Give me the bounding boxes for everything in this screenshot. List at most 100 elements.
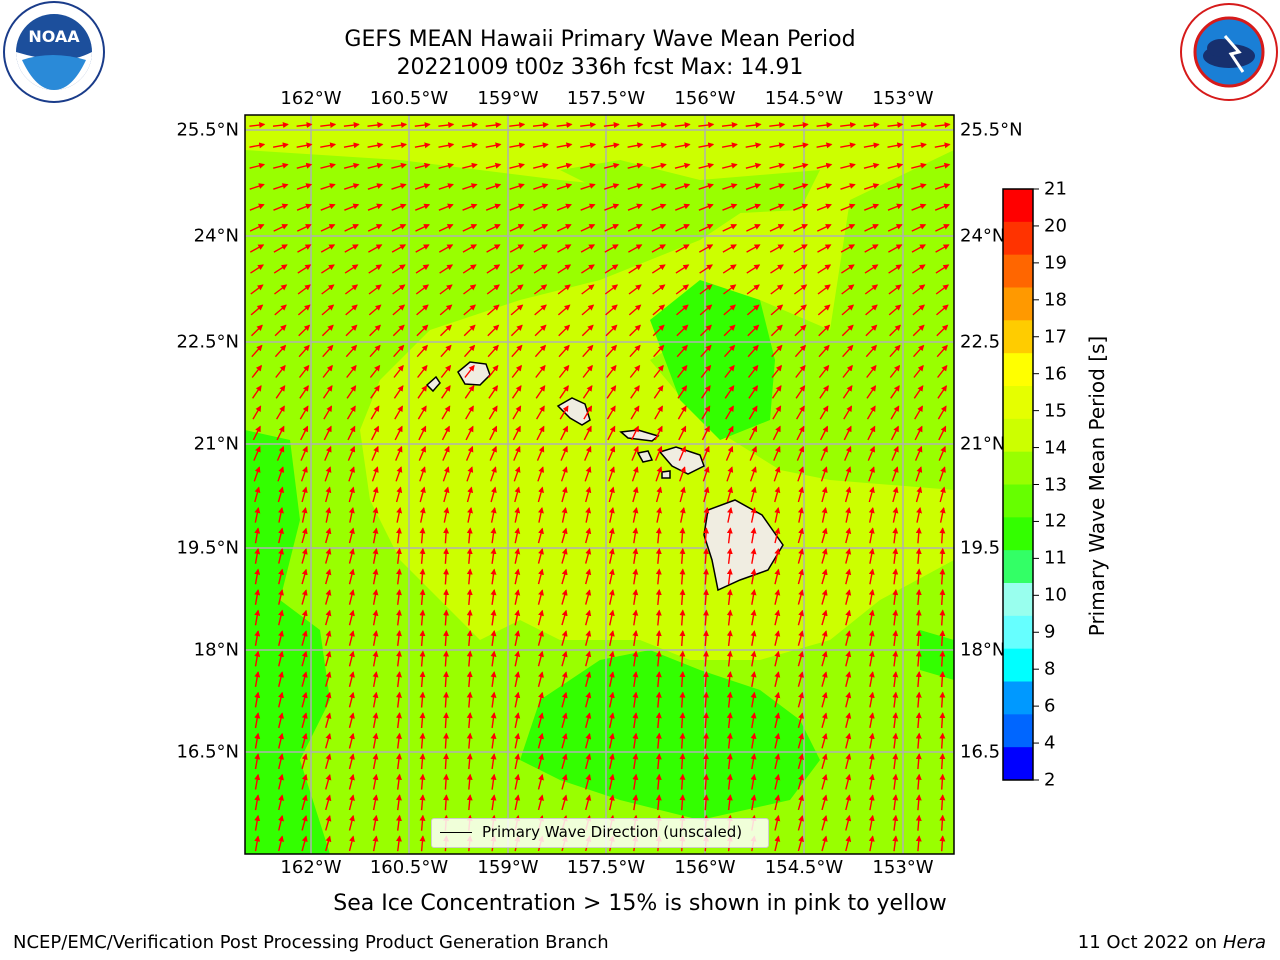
wave-arrow <box>278 630 284 646</box>
wave-arrow <box>395 466 403 482</box>
wave-arrow <box>792 122 809 128</box>
wave-arrow <box>632 691 639 708</box>
wave-arrow <box>372 814 379 831</box>
wave-arrow <box>320 142 337 149</box>
wave-arrow <box>935 244 950 253</box>
wave-arrow <box>726 568 733 585</box>
wave-arrow <box>939 588 946 605</box>
wave-arrow <box>868 527 875 544</box>
map-legend: Primary Wave Direction (unscaled) <box>431 818 769 848</box>
colorbar-tick-label: 2 <box>1044 769 1056 791</box>
wave-arrow <box>273 203 289 211</box>
wave-arrow <box>346 364 357 378</box>
wave-arrow <box>393 344 405 358</box>
wave-arrow <box>418 445 426 461</box>
colorbar-swatch <box>1003 189 1033 223</box>
wave-arrow <box>703 773 710 790</box>
wave-arrow <box>419 486 426 503</box>
colorbar-swatch <box>1003 714 1033 748</box>
wave-arrow <box>845 732 852 749</box>
wave-arrow <box>912 324 925 337</box>
field-yellow-region <box>245 115 954 660</box>
wave-arrow <box>821 548 828 564</box>
wave-arrow <box>795 385 806 399</box>
lat-label-left: 24°N <box>193 225 239 247</box>
wave-arrow <box>702 445 710 461</box>
wave-arrow <box>867 425 876 441</box>
footer-branch: NCEP/EMC/Verification Post Processing Pr… <box>13 932 609 953</box>
wave-arrow <box>252 405 262 420</box>
wave-arrow <box>608 548 615 564</box>
wave-arrow <box>939 712 946 729</box>
wave-arrow <box>892 753 899 770</box>
wave-arrow <box>864 244 879 253</box>
wave-arrow <box>461 142 478 149</box>
wave-arrow <box>299 405 309 420</box>
wave-arrow <box>632 773 639 790</box>
wave-arrow <box>793 284 808 295</box>
wave-arrow <box>723 284 737 295</box>
wave-arrow <box>915 712 922 729</box>
wave-arrow <box>703 547 710 564</box>
colorbar-tick-label: 16 <box>1044 363 1067 385</box>
wave-arrow <box>466 773 473 790</box>
wave-arrow <box>651 183 667 190</box>
wave-arrow <box>561 630 568 646</box>
wave-arrow <box>249 122 266 128</box>
wave-arrow <box>419 773 426 790</box>
wave-arrow <box>273 224 289 232</box>
wave-arrow <box>654 445 663 461</box>
wave-arrow <box>843 405 853 420</box>
wave-arrow <box>821 753 828 769</box>
wave-arrow <box>821 712 828 728</box>
wave-arrow <box>797 486 804 503</box>
wave-arrow <box>726 609 733 626</box>
wave-arrow <box>537 589 544 605</box>
wave-arrow <box>845 568 852 585</box>
wave-arrow <box>273 162 289 169</box>
wave-arrow <box>585 589 592 605</box>
wave-arrow <box>325 815 332 831</box>
wave-arrow <box>372 732 379 749</box>
wave-arrow <box>632 589 639 605</box>
wave-arrow <box>278 507 284 523</box>
wave-arrow <box>561 712 568 728</box>
wave-arrow <box>558 324 571 337</box>
wave-arrow <box>580 122 597 128</box>
wave-arrow <box>278 835 284 852</box>
wave-arrow <box>367 162 384 169</box>
wave-arrow <box>348 814 355 831</box>
wave-arrow <box>892 835 899 852</box>
wave-arrow <box>320 183 336 190</box>
wave-arrow <box>726 671 733 688</box>
wave-arrow <box>490 507 497 523</box>
wave-arrow <box>750 609 757 626</box>
wave-arrow <box>726 732 733 749</box>
wave-arrow <box>821 527 828 544</box>
wave-arrow <box>368 264 383 274</box>
wave-arrow <box>797 548 804 564</box>
wave-arrow <box>939 547 946 564</box>
wave-arrow <box>911 203 927 211</box>
wave-arrow <box>325 507 332 523</box>
wave-arrow <box>395 732 402 749</box>
wave-arrow <box>939 527 946 544</box>
wave-arrow <box>514 609 521 626</box>
wave-arrow <box>414 162 431 169</box>
wave-arrow <box>726 794 733 811</box>
wave-arrow <box>582 364 593 378</box>
wave-arrow <box>301 630 308 646</box>
wave-arrow <box>558 364 570 378</box>
wave-arrow <box>868 691 875 708</box>
colorbar-label: Primary Wave Mean Period [s] <box>1085 335 1109 637</box>
wave-arrow <box>345 304 358 316</box>
wave-arrow <box>511 385 522 399</box>
wave-arrow <box>369 324 382 337</box>
wave-arrow <box>490 630 497 646</box>
lon-label-top: 154.5°W <box>764 88 844 109</box>
wave-arrow <box>367 224 383 232</box>
wave-arrow <box>892 486 899 503</box>
wave-arrow <box>585 548 592 564</box>
wave-arrow <box>604 284 619 295</box>
wave-arrow <box>675 203 691 211</box>
